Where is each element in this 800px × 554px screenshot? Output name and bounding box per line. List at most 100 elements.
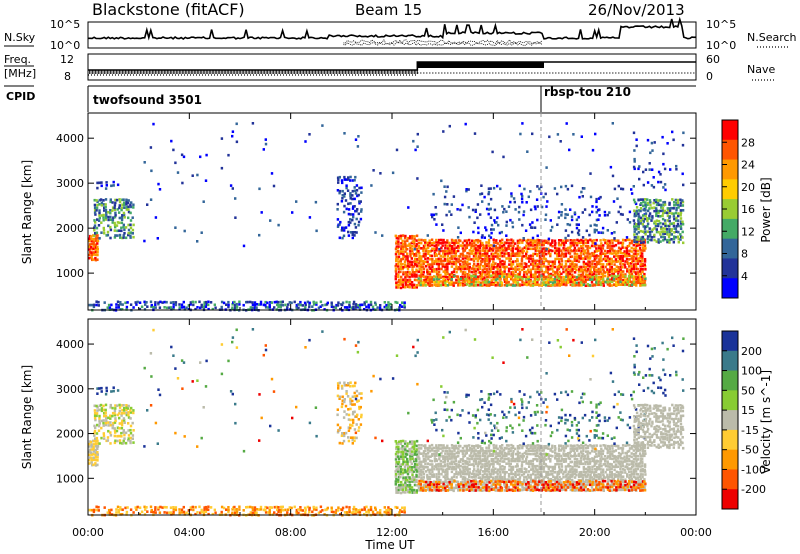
- heatmap-cell: [606, 246, 609, 249]
- heatmap-cell: [679, 204, 682, 207]
- heatmap-cell: [109, 414, 112, 418]
- heatmap-cell: [510, 247, 513, 251]
- heatmap-cell: [588, 252, 591, 256]
- heatmap-cell: [106, 230, 110, 234]
- heatmap-cell: [540, 270, 544, 273]
- heatmap-cell: [518, 246, 521, 250]
- heatmap-cell: [634, 246, 638, 250]
- heatmap-cell: [433, 259, 437, 263]
- heatmap-cell: [466, 468, 469, 471]
- heatmap-cell: [560, 265, 563, 269]
- heatmap-cell: [544, 239, 547, 243]
- heatmap-cell: [439, 276, 442, 279]
- heatmap-cell: [569, 268, 572, 271]
- heatmap-cell: [341, 181, 344, 185]
- heatmap-cell: [498, 257, 501, 261]
- heatmap-cell: [487, 444, 491, 447]
- heatmap-cell: [632, 257, 635, 261]
- heatmap-cell: [461, 477, 465, 481]
- heatmap-cell: [341, 194, 344, 197]
- y-tick-label: 2000: [56, 222, 84, 235]
- heatmap-cell: [395, 488, 398, 492]
- heatmap-cell: [93, 253, 96, 256]
- heatmap-cell: [510, 194, 513, 198]
- heatmap-cell: [664, 227, 667, 231]
- nave-tick-bottom: 0: [706, 70, 713, 83]
- heatmap-cell: [255, 306, 258, 309]
- heatmap-cell: [94, 256, 97, 260]
- heatmap-cell: [297, 306, 300, 310]
- heatmap-cell: [474, 452, 477, 456]
- heatmap-cell: [93, 208, 97, 212]
- heatmap-cell: [626, 254, 629, 258]
- heatmap-cell: [200, 305, 203, 309]
- heatmap-cell: [422, 246, 425, 250]
- heatmap-cell: [416, 145, 419, 148]
- heatmap-cell: [617, 246, 621, 250]
- heatmap-cell: [584, 278, 588, 282]
- heatmap-cell: [439, 465, 443, 468]
- heatmap-cell: [659, 221, 662, 225]
- heatmap-cell: [401, 468, 404, 471]
- heatmap-cell: [492, 228, 495, 231]
- heatmap-cell: [562, 283, 565, 286]
- heatmap-cell: [628, 262, 631, 265]
- heatmap-cell: [444, 263, 447, 266]
- heatmap-cell: [490, 247, 493, 251]
- heatmap-cell: [655, 240, 658, 243]
- heatmap-cell: [527, 265, 531, 268]
- heatmap-cell: [424, 275, 428, 279]
- heatmap-cell: [396, 265, 400, 268]
- heatmap-cell: [369, 300, 373, 304]
- heatmap-cell: [408, 285, 411, 289]
- heatmap-cell: [385, 513, 389, 516]
- heatmap-cell: [357, 429, 360, 432]
- heatmap-cell: [338, 223, 341, 226]
- heatmap-cell: [586, 241, 590, 244]
- heatmap-cell: [473, 452, 476, 456]
- heatmap-cell: [472, 486, 475, 490]
- heatmap-cell: [165, 306, 169, 310]
- heatmap-cell: [578, 195, 581, 199]
- heatmap-cell: [359, 405, 362, 409]
- heatmap-cell: [553, 187, 557, 190]
- heatmap-cell: [511, 225, 515, 229]
- heatmap-cell: [270, 506, 273, 509]
- heatmap-cell: [90, 237, 93, 241]
- heatmap-cell: [127, 210, 131, 214]
- heatmap-cell: [487, 241, 491, 245]
- heatmap-cell: [124, 301, 127, 305]
- heatmap-cell: [597, 218, 600, 221]
- heatmap-cell: [492, 263, 496, 266]
- heatmap-cell: [681, 220, 684, 224]
- heatmap-cell: [646, 203, 649, 207]
- heatmap-cell: [439, 459, 442, 463]
- heatmap-cell: [501, 273, 504, 276]
- freq-label-line2: [MHz]: [4, 67, 36, 80]
- heatmap-cell: [613, 249, 616, 253]
- heatmap-cell: [433, 280, 436, 284]
- heatmap-cell: [394, 264, 397, 268]
- heatmap-cell: [653, 206, 656, 209]
- heatmap-cell: [424, 462, 427, 466]
- heatmap-cell: [625, 251, 629, 255]
- heatmap-cell: [452, 489, 455, 493]
- heatmap-cell: [98, 216, 101, 220]
- heatmap-cell: [615, 265, 618, 268]
- heatmap-cell: [633, 275, 636, 278]
- heatmap-cell: [410, 442, 414, 446]
- heatmap-cell: [112, 180, 115, 184]
- heatmap-cell: [578, 257, 581, 260]
- heatmap-cell: [611, 260, 614, 263]
- heatmap-cell: [639, 252, 642, 255]
- heatmap-cell: [536, 278, 539, 281]
- heatmap-cell: [605, 242, 609, 245]
- heatmap-cell: [634, 202, 638, 206]
- heatmap-cell: [643, 278, 647, 282]
- heatmap-cell: [617, 274, 620, 278]
- heatmap-cell: [639, 229, 643, 233]
- colorbar-swatch: [722, 159, 738, 180]
- heatmap-cell: [465, 451, 468, 455]
- heatmap-cell: [534, 277, 537, 281]
